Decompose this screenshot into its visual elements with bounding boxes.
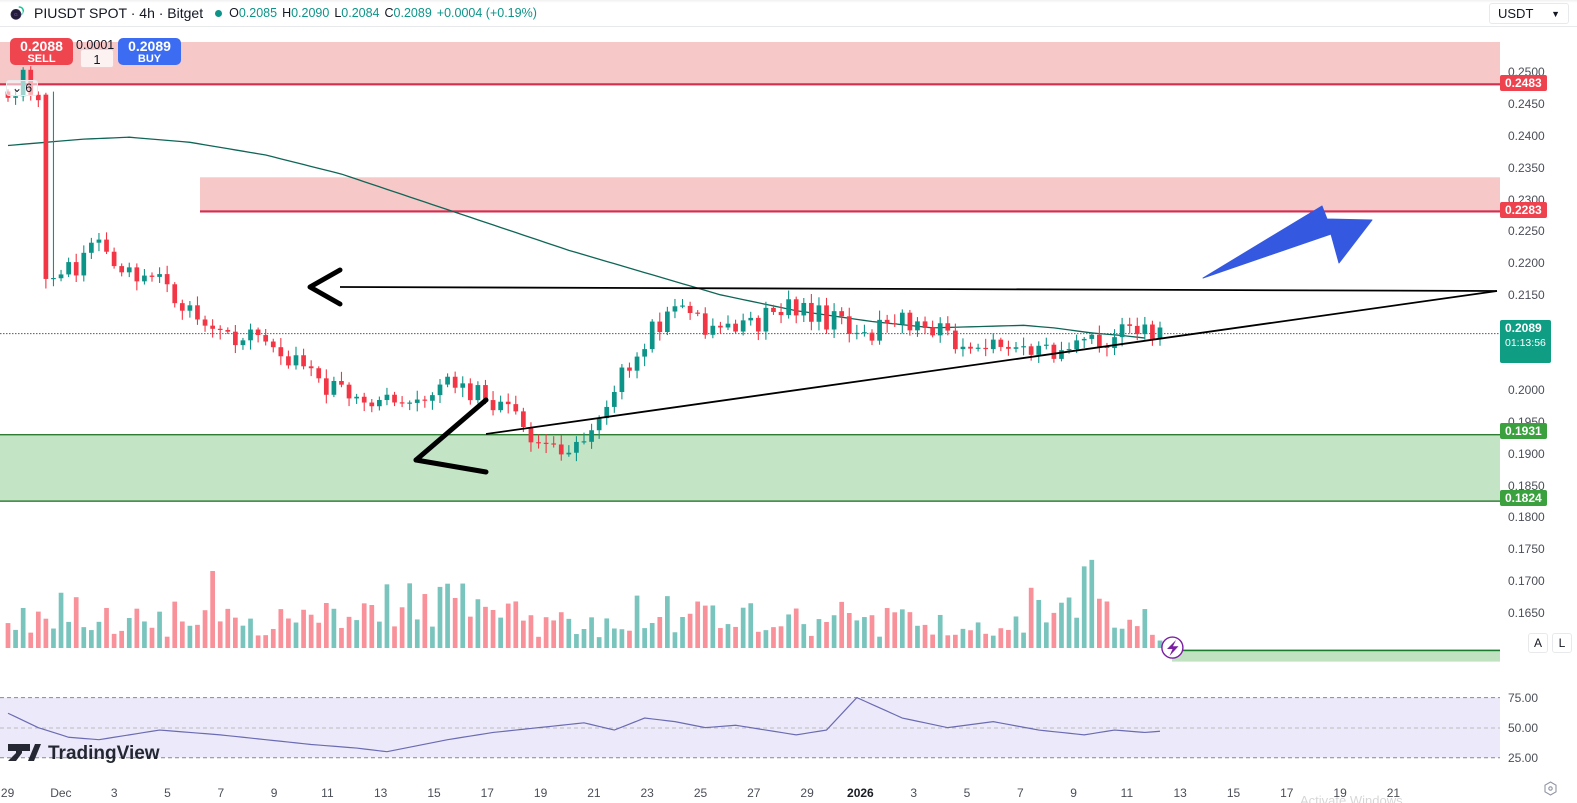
- svg-text:TradingView: TradingView: [48, 743, 160, 764]
- svg-text:G: G: [14, 12, 18, 17]
